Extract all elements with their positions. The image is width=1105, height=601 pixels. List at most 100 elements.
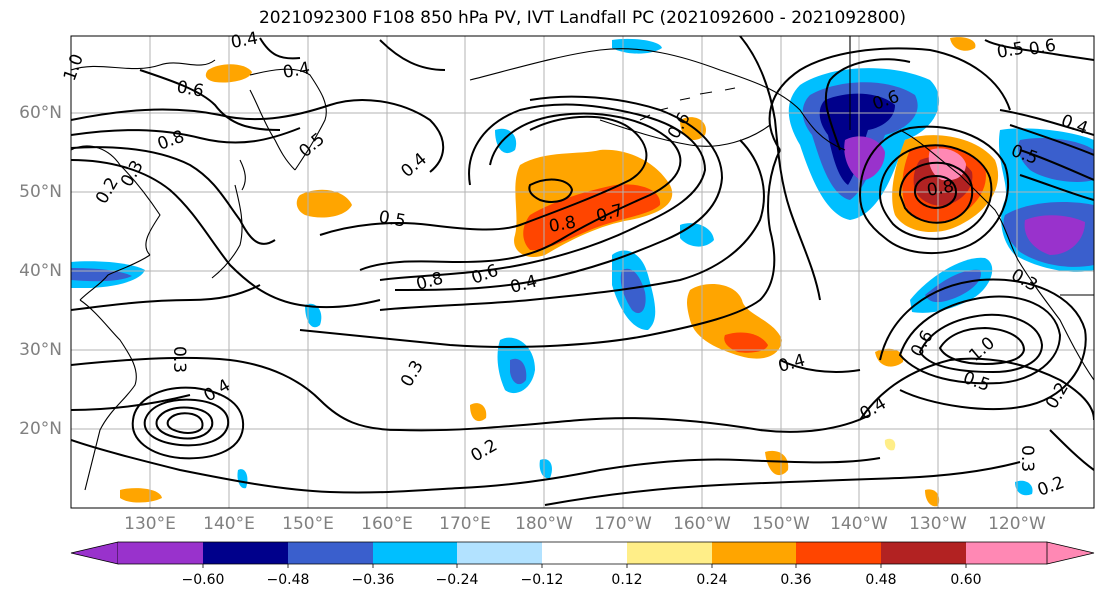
negative-anomaly-blob [620, 268, 646, 314]
contour-line [999, 109, 1094, 201]
positive-anomaly-blob [950, 37, 976, 51]
colorbar-tick-label: −0.36 [351, 572, 395, 588]
contour-line [71, 394, 881, 494]
contour-line [359, 112, 682, 271]
negative-anomaly-blob [844, 136, 885, 181]
japan-coastline [211, 159, 246, 279]
colorbar-segment [373, 542, 457, 564]
contour-line [143, 398, 230, 447]
positive-anomaly-blob [470, 403, 487, 422]
contour-label: 0.4 [281, 59, 311, 83]
negative-anomaly-blob [495, 128, 517, 154]
contour-line [131, 386, 245, 460]
contour-line [71, 159, 381, 309]
lat-label-20n: 20°N [19, 419, 62, 439]
contour-line [858, 125, 1010, 255]
colorbar-low-extension [70, 541, 119, 565]
lat-label-40n: 40°N [19, 261, 62, 281]
contour-line [394, 95, 724, 291]
negative-anomaly-blob [510, 358, 527, 385]
colorbar-segment [881, 542, 966, 564]
lon-label-180w: 180°W [515, 514, 573, 534]
contour-line [71, 146, 276, 245]
negative-anomaly-blob [612, 38, 662, 54]
negative-anomaly-blob [539, 459, 552, 479]
positive-anomaly-blob [724, 332, 768, 353]
contour-line [259, 37, 446, 71]
contour-line [913, 174, 958, 210]
colorbar-high-extension [1046, 541, 1095, 565]
contour-label: 0.6 [1027, 36, 1057, 60]
positive-anomaly-blob [120, 488, 162, 503]
contour-label: 0.3 [169, 346, 189, 373]
contour-line [71, 284, 261, 311]
lon-label-160e: 160°E [361, 514, 413, 534]
lon-label-150w: 150°W [752, 514, 810, 534]
lat-label-60n: 60°N [19, 103, 62, 123]
contour-label: 0.5 [995, 39, 1025, 63]
colorbar-segment [203, 542, 288, 564]
map-background [71, 36, 1094, 508]
contour-line [859, 357, 1094, 421]
coastlines [71, 36, 1094, 491]
contour-line [166, 412, 204, 434]
contour-line [71, 356, 871, 433]
colorbar-segment [796, 542, 881, 564]
lon-label-170w: 170°W [594, 514, 652, 534]
lon-label-120w: 120°W [988, 514, 1046, 534]
contour-line [379, 103, 707, 281]
contour-label: 0.8 [547, 213, 577, 237]
positive-anomaly-blob [884, 438, 896, 451]
negative-anomaly-blob [1015, 480, 1033, 496]
contour-layer [71, 36, 1094, 506]
negative-anomaly-blob [1024, 215, 1085, 255]
colorbar-segment [966, 542, 1047, 564]
colorbar-segment [288, 542, 373, 564]
colorbar-segment [542, 542, 627, 564]
positive-anomaly-blob [925, 489, 940, 507]
lon-label-150e: 150°E [282, 514, 334, 534]
lon-label-160w: 160°W [673, 514, 731, 534]
colorbar-tick-label: −0.12 [520, 572, 564, 588]
kamchatka-coastline [249, 68, 327, 171]
positive-anomaly-blob [765, 450, 789, 476]
contour-line [879, 278, 1087, 410]
contour-line [918, 313, 1044, 374]
colorbar [70, 541, 1095, 568]
contour-line [528, 178, 574, 203]
asia-coastline [71, 59, 216, 491]
colorbar-tick-label: 0.48 [865, 572, 897, 588]
lat-label-50n: 50°N [19, 182, 62, 202]
contour-line [139, 69, 281, 131]
colorbar-tick-label: 0.12 [611, 572, 643, 588]
contour-line [878, 144, 993, 240]
colorbar-segment [457, 542, 542, 564]
contour-line [379, 139, 765, 311]
colorbar-tick-label: −0.60 [181, 572, 225, 588]
colorbar-tick-label: −0.24 [435, 572, 479, 588]
colorbar-tick-label: −0.48 [266, 572, 310, 588]
contour-line [938, 326, 1026, 366]
contour-line [898, 161, 974, 224]
lon-label-140w: 140°W [830, 514, 888, 534]
aleutian-islands [639, 87, 736, 121]
contour-label: 0.6 [175, 77, 205, 101]
contour-line [299, 149, 781, 348]
colorbar-tick-label: 0.36 [780, 572, 812, 588]
contour-label: 0.3 [1017, 445, 1037, 472]
map-frame [70, 35, 1095, 509]
graticule [71, 36, 1094, 508]
lon-label-140e: 140°E [203, 514, 255, 534]
contour-label: 0.8 [925, 177, 955, 201]
chart-title: 2021092300 F108 850 hPa PV, IVT Landfall… [258, 8, 906, 28]
colorbar-tick-label: 0.24 [696, 572, 728, 588]
contour-label: 0.5 [377, 207, 407, 231]
colorbar-segment [118, 542, 203, 564]
contour-line [739, 36, 821, 301]
lon-label-130e: 130°E [124, 514, 176, 534]
lon-label-130w: 130°W [909, 514, 967, 534]
negative-anomaly-blob [305, 303, 322, 328]
lon-label-170e: 170°E [439, 514, 491, 534]
contour-line [984, 39, 1094, 61]
alaska-coastline [469, 48, 846, 151]
